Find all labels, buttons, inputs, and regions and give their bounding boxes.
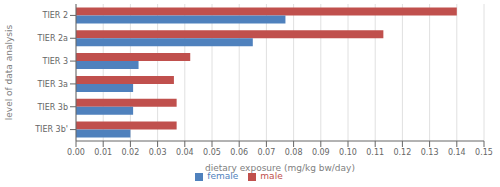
svg-text:0.05: 0.05 [203,148,221,157]
svg-text:0.10: 0.10 [339,148,357,157]
svg-text:0.13: 0.13 [421,148,439,157]
svg-text:TIER 3b': TIER 3b' [34,125,68,134]
svg-text:0.06: 0.06 [230,148,248,157]
svg-text:0.15: 0.15 [475,148,492,157]
svg-text:0.07: 0.07 [257,148,275,157]
html-text:male: male [260,171,283,181]
svg-text:dietary exposure (mg/kg bw/day: dietary exposure (mg/kg bw/day) [205,163,355,173]
html-text:female: female [207,171,239,181]
svg-text:TIER 3a: TIER 3a [37,80,68,89]
svg-text:0.12: 0.12 [393,148,411,157]
svg-text:0.04: 0.04 [176,148,194,157]
svg-text:TIER 3: TIER 3 [42,57,69,66]
svg-text:TIER 2: TIER 2 [42,11,69,20]
svg-text:0.14: 0.14 [448,148,466,157]
svg-text:0.09: 0.09 [312,148,330,157]
svg-text:0.02: 0.02 [121,148,139,157]
svg-text:0.08: 0.08 [285,148,303,157]
svg-text:TIER 3b: TIER 3b [36,103,68,112]
svg-text:0.03: 0.03 [149,148,167,157]
svg-text:level of data analysis: level of data analysis [8,25,14,121]
svg-text:0.00: 0.00 [67,148,85,157]
svg-text:TIER 2a: TIER 2a [37,34,68,43]
svg-text:0.11: 0.11 [366,148,384,157]
svg-text:0.01: 0.01 [94,148,112,157]
